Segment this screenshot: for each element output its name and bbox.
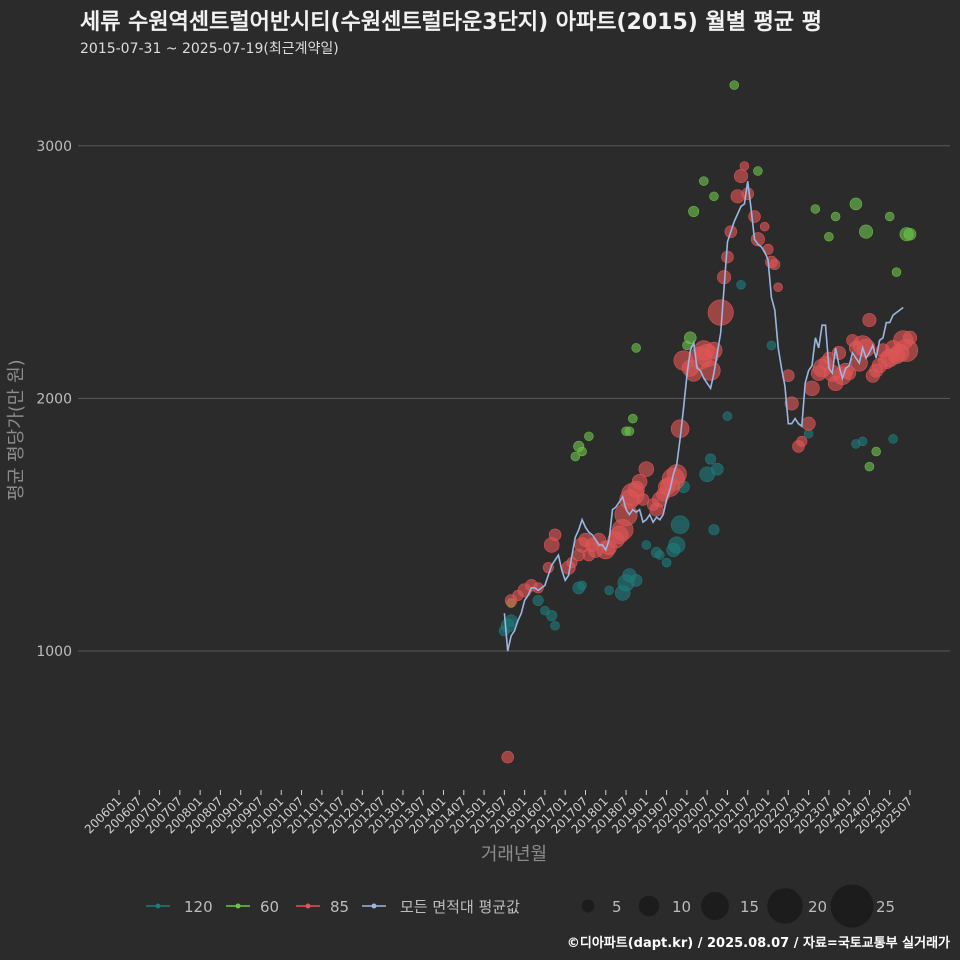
point-85 bbox=[501, 750, 514, 764]
point-60 bbox=[903, 227, 917, 241]
point-60 bbox=[824, 231, 834, 242]
y-tick-label: 2000 bbox=[36, 391, 72, 407]
point-60 bbox=[729, 80, 739, 90]
point-60 bbox=[699, 176, 709, 186]
point-120 bbox=[550, 621, 560, 631]
point-120 bbox=[532, 595, 544, 607]
point-120 bbox=[641, 540, 652, 550]
legend-size-circle bbox=[830, 884, 874, 928]
legend-size-label: 10 bbox=[672, 898, 691, 916]
point-60 bbox=[871, 446, 881, 457]
y-tick-label: 1000 bbox=[36, 644, 72, 660]
point-85 bbox=[773, 282, 783, 293]
point-85 bbox=[769, 259, 781, 271]
point-85 bbox=[666, 464, 687, 485]
point-120 bbox=[857, 436, 868, 447]
point-85 bbox=[862, 313, 877, 328]
legend-label: 85 bbox=[330, 898, 349, 916]
y-axis-label: 평균 평당가(만 원) bbox=[6, 359, 27, 500]
chart-title: 세류 수원역센트럴어반시티(수원센트럴타운3단지) 아파트(2015) 월별 평… bbox=[80, 10, 823, 35]
point-85 bbox=[801, 416, 816, 431]
point-60 bbox=[849, 197, 863, 211]
y-axis-ticks: 1000 2000 3000 bbox=[36, 139, 72, 660]
point-60 bbox=[830, 211, 841, 222]
point-60 bbox=[709, 191, 719, 202]
legend-label: 모든 면적대 평균값 bbox=[400, 898, 520, 916]
point-120 bbox=[708, 524, 720, 536]
legend-label: 120 bbox=[184, 898, 213, 916]
point-60 bbox=[810, 204, 821, 214]
point-85 bbox=[804, 380, 820, 397]
legend-label: 60 bbox=[260, 898, 279, 916]
point-60 bbox=[688, 205, 700, 217]
data-points bbox=[498, 80, 919, 764]
legend-dot-모든 면적대 평균값 bbox=[371, 903, 377, 909]
chart-subtitle: 2015-07-31 ~ 2025-07-19(최근계약일) bbox=[80, 41, 339, 57]
legend-size-circle bbox=[701, 892, 729, 920]
point-120 bbox=[766, 340, 777, 351]
point-60 bbox=[628, 413, 638, 424]
point-120 bbox=[661, 557, 672, 568]
point-85 bbox=[548, 528, 562, 542]
point-60 bbox=[753, 166, 763, 176]
point-85 bbox=[733, 169, 748, 184]
legend-size-circle bbox=[767, 888, 803, 924]
source-caption: ©디아파트(dapt.kr) / 2025.08.07 / 자료=국토교통부 실… bbox=[566, 936, 950, 951]
point-85 bbox=[759, 221, 770, 232]
legend-size-label: 25 bbox=[876, 898, 895, 916]
point-120 bbox=[711, 462, 724, 476]
legend-size-label: 20 bbox=[808, 898, 827, 916]
point-60 bbox=[577, 446, 587, 457]
point-120 bbox=[604, 585, 614, 596]
legend-dot-85 bbox=[305, 903, 311, 909]
point-60 bbox=[624, 426, 635, 437]
legend-size-circle bbox=[581, 899, 595, 913]
legend-size-circle bbox=[638, 895, 660, 917]
legend-dot-60 bbox=[235, 903, 241, 909]
point-120 bbox=[668, 536, 686, 554]
point-120 bbox=[546, 610, 558, 622]
point-120 bbox=[722, 411, 733, 421]
point-120 bbox=[736, 279, 746, 290]
point-60 bbox=[584, 431, 594, 442]
point-60 bbox=[859, 224, 874, 239]
point-120 bbox=[670, 515, 690, 534]
point-85 bbox=[705, 341, 723, 359]
y-tick-label: 3000 bbox=[36, 139, 72, 155]
legend-dot-120 bbox=[155, 903, 161, 909]
x-axis-label: 거래년월 bbox=[481, 844, 547, 865]
point-85 bbox=[784, 396, 799, 411]
point-120 bbox=[705, 453, 717, 465]
point-60 bbox=[864, 461, 875, 472]
point-120 bbox=[629, 574, 643, 587]
point-120 bbox=[577, 580, 587, 591]
point-85 bbox=[636, 493, 650, 506]
x-axis-ticks: 2006012006072007012007072008012008072009… bbox=[82, 790, 915, 837]
point-85 bbox=[631, 474, 648, 490]
point-60 bbox=[631, 343, 641, 353]
point-85 bbox=[796, 435, 808, 447]
point-85 bbox=[739, 161, 750, 171]
legend-size-label: 15 bbox=[740, 898, 759, 916]
point-85 bbox=[902, 330, 917, 345]
grid-lines bbox=[78, 145, 950, 652]
point-60 bbox=[884, 211, 895, 222]
point-120 bbox=[504, 614, 518, 627]
point-85 bbox=[741, 187, 754, 201]
point-120 bbox=[888, 434, 898, 444]
average-line bbox=[503, 181, 904, 652]
point-85 bbox=[638, 461, 655, 477]
point-60 bbox=[684, 331, 697, 345]
point-60 bbox=[891, 267, 902, 277]
point-60 bbox=[570, 451, 581, 462]
point-85 bbox=[707, 299, 734, 326]
legend-size-label: 5 bbox=[612, 898, 622, 916]
point-120 bbox=[655, 550, 665, 560]
average-price-line bbox=[503, 181, 904, 652]
legend: 120 60 85 모든 면적대 평균값 5 10 15 20 25 bbox=[146, 884, 895, 928]
point-85 bbox=[748, 210, 761, 223]
